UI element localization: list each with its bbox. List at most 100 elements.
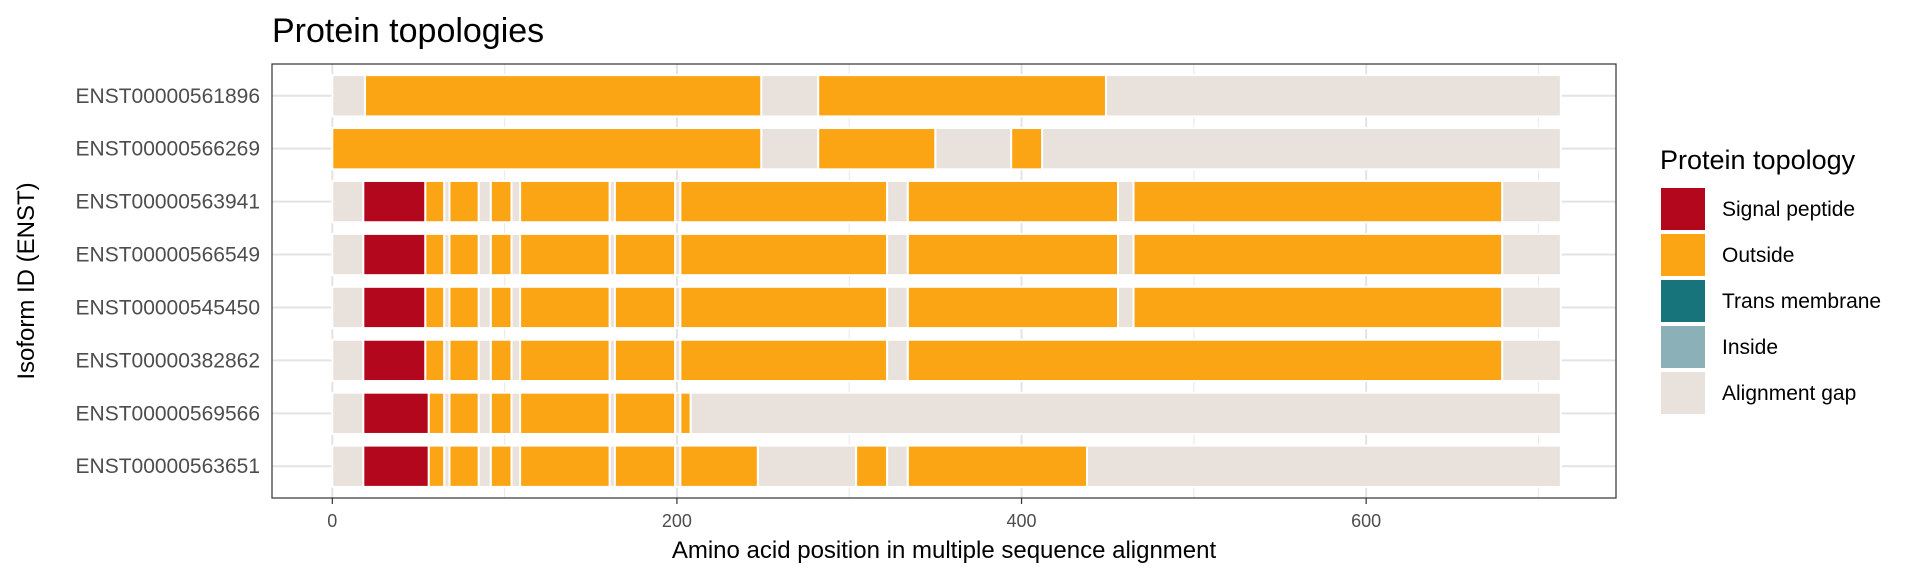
topology-segment bbox=[364, 74, 763, 118]
topology-segment bbox=[427, 391, 446, 435]
topology-segment bbox=[362, 391, 430, 435]
topology-segment bbox=[519, 444, 611, 488]
topology-segment bbox=[906, 338, 1504, 383]
topology-segment bbox=[756, 444, 858, 488]
legend-swatch bbox=[1661, 280, 1705, 322]
topology-segment bbox=[519, 285, 611, 330]
topology-segment bbox=[906, 444, 1089, 488]
topology-segment bbox=[886, 232, 909, 277]
topology-segment bbox=[510, 179, 522, 224]
x-axis-tick-labels: 0 200 400 600 bbox=[327, 498, 1381, 531]
legend-swatch bbox=[1661, 326, 1705, 368]
topology-segment bbox=[760, 127, 820, 171]
topology-segment bbox=[519, 391, 611, 435]
topology-segment bbox=[1117, 285, 1135, 330]
topology-segment bbox=[906, 285, 1120, 330]
topology-segment bbox=[510, 338, 522, 383]
topology-segment bbox=[1117, 179, 1135, 224]
topology-segment bbox=[510, 285, 522, 330]
legend-swatch bbox=[1661, 188, 1705, 230]
topology-segment bbox=[489, 444, 513, 488]
topology-segment bbox=[424, 285, 446, 330]
x-tick-label: 0 bbox=[327, 511, 337, 531]
y-tick-label: ENST00000569566 bbox=[76, 402, 260, 425]
topology-segment bbox=[679, 179, 889, 224]
topology-segment bbox=[613, 179, 677, 224]
topology-segment bbox=[331, 127, 763, 171]
topology-segment bbox=[613, 232, 677, 277]
topology-segment bbox=[427, 444, 446, 488]
topology-segment bbox=[477, 338, 492, 383]
topology-segment bbox=[448, 232, 480, 277]
isoform-row-bar bbox=[331, 338, 1562, 383]
topology-segment bbox=[906, 179, 1120, 224]
topology-segment bbox=[934, 127, 1013, 171]
topology-segment bbox=[1010, 127, 1044, 171]
isoform-row-bar bbox=[331, 285, 1562, 330]
isoform-row-bar bbox=[331, 127, 1562, 171]
topology-segment bbox=[679, 285, 889, 330]
topology-segment bbox=[489, 232, 513, 277]
legend-swatch bbox=[1661, 372, 1705, 414]
topology-segment bbox=[886, 285, 909, 330]
topology-segment bbox=[477, 232, 492, 277]
topology-segment bbox=[817, 74, 1107, 118]
topology-segment bbox=[679, 338, 889, 383]
plot-panel-border bbox=[271, 63, 1617, 499]
legend-label: Outside bbox=[1722, 244, 1794, 267]
topology-segment bbox=[448, 285, 480, 330]
topology-segment bbox=[424, 338, 446, 383]
topology-segment bbox=[477, 179, 492, 224]
bars-layer bbox=[331, 74, 1562, 488]
topology-segment bbox=[1501, 179, 1562, 224]
x-tick-label: 400 bbox=[1007, 511, 1037, 531]
topology-segment bbox=[613, 285, 677, 330]
topology-segment bbox=[760, 74, 820, 118]
topology-segment bbox=[855, 444, 889, 488]
y-tick-label: ENST00000382862 bbox=[76, 349, 260, 372]
legend-label: Inside bbox=[1722, 336, 1778, 359]
topology-segment bbox=[613, 338, 677, 383]
isoform-row-bar bbox=[331, 179, 1562, 224]
topology-segment bbox=[1117, 232, 1135, 277]
plot-panel bbox=[271, 63, 1617, 499]
topology-segment bbox=[448, 179, 480, 224]
topology-segment bbox=[362, 179, 427, 224]
topology-segment bbox=[1501, 232, 1562, 277]
y-axis-tick-labels: ENST00000561896 ENST00000566269 ENST000005… bbox=[76, 85, 260, 478]
topology-segment bbox=[424, 179, 446, 224]
topology-segment bbox=[510, 232, 522, 277]
x-tick-label: 200 bbox=[662, 511, 692, 531]
y-tick-label: ENST00000566269 bbox=[76, 138, 260, 161]
topology-segment bbox=[362, 338, 427, 383]
topology-segment bbox=[519, 338, 611, 383]
isoform-row-bar bbox=[331, 232, 1562, 277]
topology-segment bbox=[331, 285, 365, 330]
topology-segment bbox=[817, 127, 937, 171]
topology-segment bbox=[1104, 74, 1562, 118]
topology-segment bbox=[331, 391, 365, 435]
topology-segment bbox=[331, 338, 365, 383]
topology-segment bbox=[331, 232, 365, 277]
topology-segment bbox=[1501, 338, 1562, 383]
topology-segment bbox=[362, 444, 430, 488]
topology-segment bbox=[689, 391, 1562, 435]
topology-segment bbox=[489, 179, 513, 224]
topology-segment bbox=[613, 444, 677, 488]
topology-segment bbox=[679, 232, 889, 277]
topology-segment bbox=[331, 179, 365, 224]
legend-label: Trans membrane bbox=[1722, 290, 1881, 313]
topology-segment bbox=[448, 444, 480, 488]
legend: Protein topology Signal peptide Outside Tr… bbox=[1660, 145, 1881, 414]
topology-segment bbox=[519, 232, 611, 277]
topology-segment bbox=[1132, 179, 1504, 224]
y-tick-label: ENST00000563941 bbox=[76, 191, 260, 214]
topology-segment bbox=[331, 444, 365, 488]
legend-title: Protein topology bbox=[1660, 145, 1856, 175]
topology-segment bbox=[448, 338, 480, 383]
topology-segment bbox=[613, 391, 677, 435]
y-axis-title: Isoform ID (ENST) bbox=[13, 182, 40, 379]
topology-segment bbox=[477, 444, 492, 488]
topology-segment bbox=[679, 391, 692, 435]
